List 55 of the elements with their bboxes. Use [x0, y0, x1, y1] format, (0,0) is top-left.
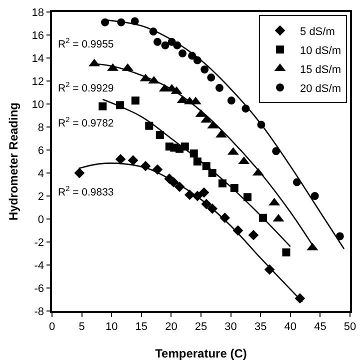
point — [153, 38, 162, 46]
point — [215, 84, 224, 92]
x-tick-label: 45 — [314, 320, 326, 333]
annotation: R$^{2}$ = 0.9782 — [58, 115, 114, 130]
y-tick-label: 10 — [32, 98, 44, 111]
y-tick-label: 14 — [32, 52, 44, 65]
y-tick-label: -4 — [34, 260, 44, 272]
point — [248, 230, 259, 240]
y-tick-label: 4 — [38, 168, 44, 180]
x-tick-label: 25 — [194, 320, 208, 333]
x-tick-label: 5 — [78, 320, 85, 333]
y-tick-label: 12 — [32, 76, 44, 88]
y-tick-label: 8 — [38, 122, 44, 134]
point — [198, 187, 210, 198]
point — [115, 154, 126, 164]
legend-label: 15 dS/m — [300, 64, 341, 76]
annotation: R$^{2}$ = 0.9955 — [58, 36, 114, 50]
annotation: R$^{2}$ = 0.9833 — [58, 184, 114, 198]
legend-label: 10 dS/m — [300, 44, 341, 57]
x-tick-label: 10 — [105, 320, 118, 333]
point — [128, 155, 138, 166]
x-tick-label: 20 — [165, 320, 178, 333]
x-tick-label: 40 — [284, 320, 297, 333]
y-tick-label: 2 — [38, 190, 44, 203]
legend-label: 20 dS/m — [300, 82, 341, 95]
y-tick-label: -6 — [34, 282, 44, 295]
point — [101, 18, 110, 26]
x-tick-label: 30 — [224, 320, 237, 333]
point — [145, 122, 154, 130]
x-tick-label: 0 — [48, 320, 56, 333]
x-tick-label: 15 — [135, 320, 148, 333]
y-tick-label: 16 — [32, 30, 44, 42]
y-tick-label: 6 — [38, 144, 44, 157]
annotation: R$^{2}$ = 0.9929 — [58, 80, 114, 94]
point — [310, 192, 319, 200]
point — [200, 66, 209, 74]
point — [161, 41, 170, 50]
y-tick-label: 18 — [32, 6, 44, 19]
point — [227, 96, 236, 105]
point — [282, 248, 290, 256]
y-tick-label: -2 — [34, 236, 44, 249]
point — [156, 131, 164, 140]
point — [207, 74, 216, 82]
legend-label: 5 dS/m — [300, 26, 335, 38]
y-tick-label: 0 — [38, 214, 44, 226]
point — [74, 168, 85, 178]
x-tick-label: 50 — [344, 320, 356, 333]
point — [178, 49, 187, 58]
x-axis-title: Temperature (C) — [155, 346, 247, 360]
y-tick-label: -8 — [34, 306, 44, 318]
point — [98, 102, 107, 110]
x-tick-label: 35 — [254, 320, 267, 333]
y-axis-title: Hydrometer Reading — [6, 102, 20, 221]
point — [131, 96, 140, 105]
point — [243, 193, 252, 202]
